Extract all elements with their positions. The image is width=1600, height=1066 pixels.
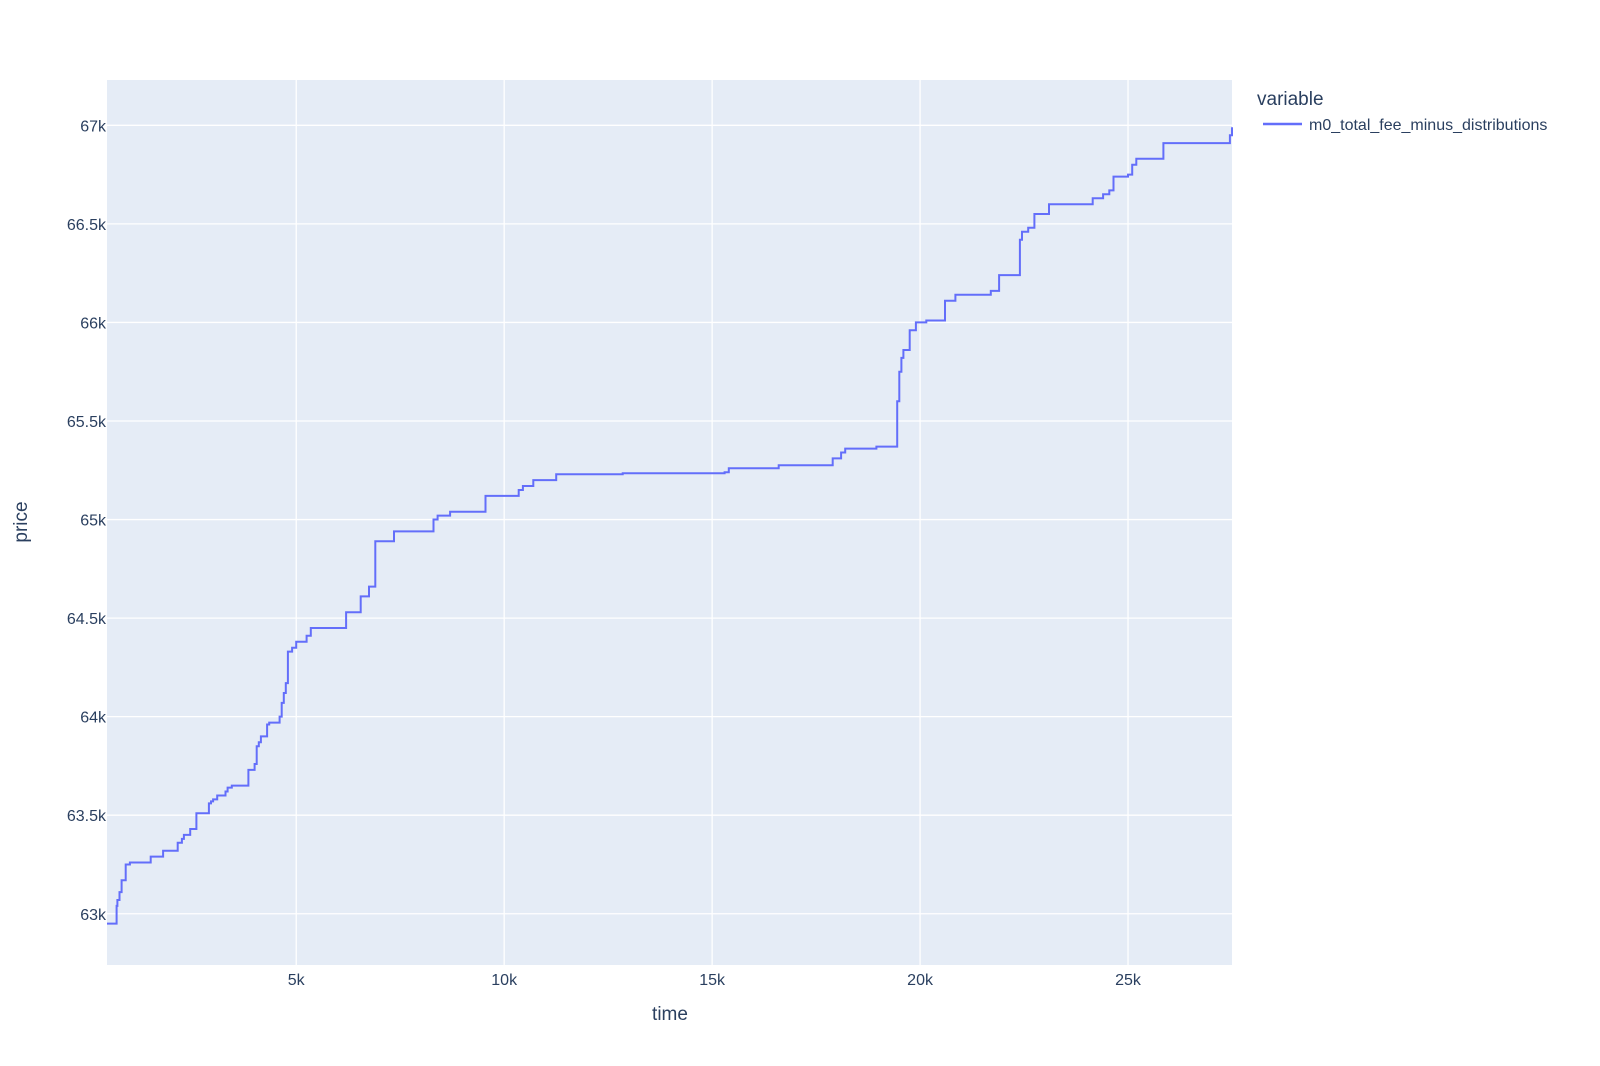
y-tick-label: 65.5k — [67, 414, 107, 431]
series-line[interactable] — [107, 127, 1233, 925]
y-tick-label: 66k — [80, 315, 107, 332]
y-tick-label: 67k — [80, 118, 107, 135]
y-tick-label: 63.5k — [67, 808, 107, 825]
x-tick-labels: 5k 10k 15k 20k 25k — [288, 972, 1142, 989]
grid-lines — [107, 80, 1232, 965]
legend-series-label[interactable]: m0_total_fee_minus_distributions — [1309, 117, 1547, 134]
y-tick-label: 63k — [80, 907, 107, 924]
legend[interactable]: variable m0_total_fee_minus_distribution… — [1257, 89, 1547, 134]
y-tick-label: 64k — [80, 710, 107, 727]
x-tick-label: 25k — [1115, 972, 1142, 989]
x-axis-title: time — [652, 1004, 688, 1025]
y-tick-label: 65k — [80, 513, 107, 530]
x-tick-label: 10k — [491, 972, 518, 989]
x-tick-label: 5k — [288, 972, 306, 989]
y-tick-labels: 63k 63.5k 64k 64.5k 65k 65.5k 66k 66.5k 67k — [67, 118, 107, 923]
y-axis-title: price — [11, 501, 32, 542]
series-layer — [107, 127, 1233, 925]
x-tick-label: 20k — [907, 972, 934, 989]
x-tick-label: 15k — [699, 972, 726, 989]
plot-background — [107, 80, 1232, 965]
y-tick-label: 66.5k — [67, 217, 107, 234]
legend-title: variable — [1257, 89, 1324, 110]
y-tick-label: 64.5k — [67, 611, 107, 628]
